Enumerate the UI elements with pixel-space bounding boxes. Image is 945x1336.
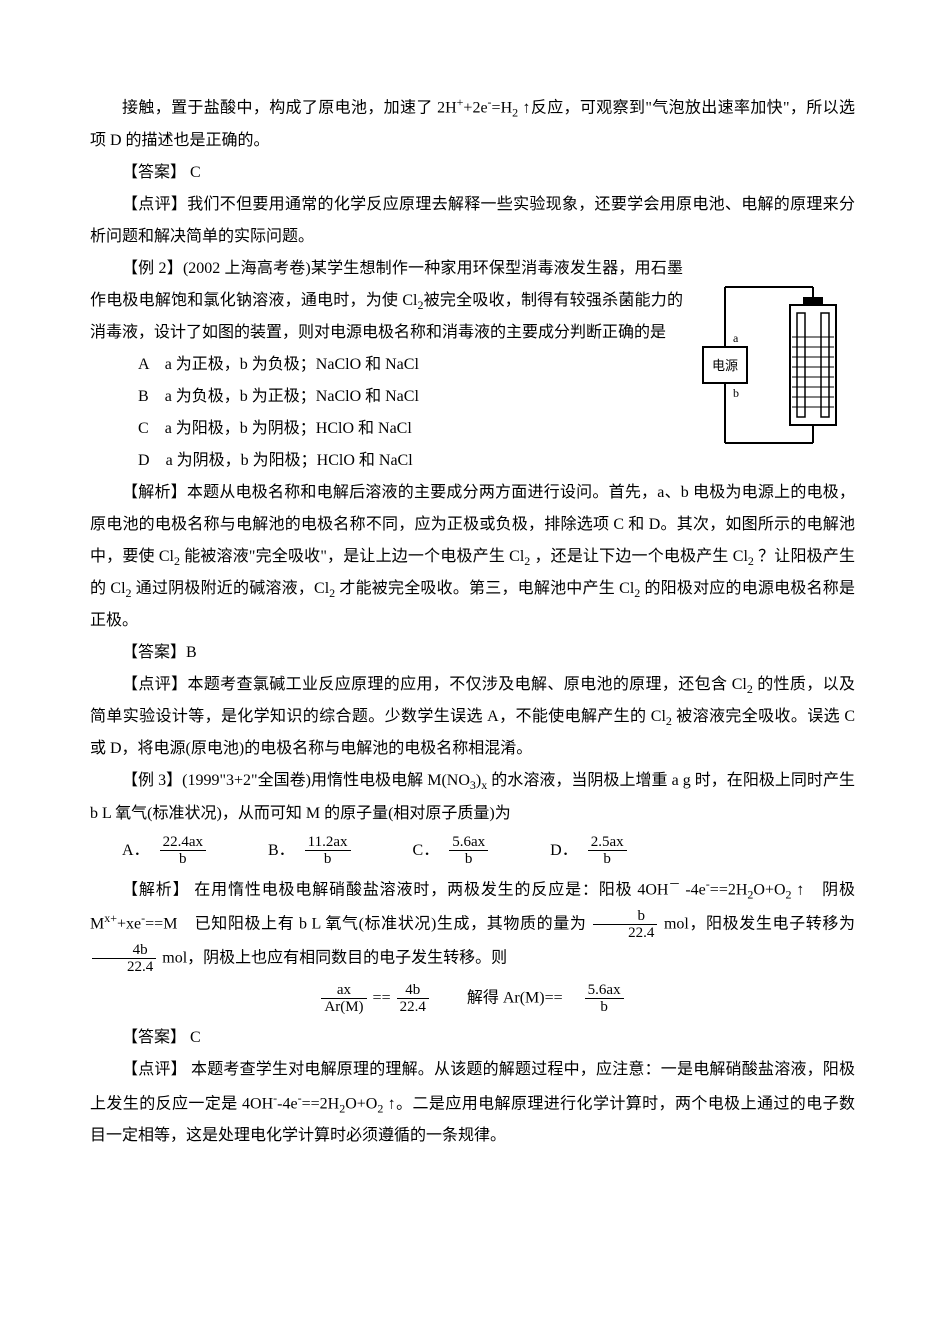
answer-2: 【答案】B [90, 637, 855, 669]
example-2-analysis: 【解析】本题从电极名称和电解后溶液的主要成分两方面进行设问。首先，a、b 电极为… [90, 477, 855, 637]
option-text: a 为负极，b 为正极；NaClO 和 NaCl [165, 388, 419, 405]
option-d: D． 2.5axb [550, 834, 628, 868]
answer-3: 【答案】 C [90, 1022, 855, 1054]
numerator: 11.2ax [305, 834, 351, 852]
comment-2: 【点评】本题考查氯碱工业反应原理的应用，不仅涉及电解、原电池的原理，还包含 Cl… [90, 669, 855, 765]
denominator: b [449, 851, 488, 868]
text: +2e [463, 99, 487, 116]
text: =H [492, 99, 513, 116]
option-a: A． 22.4axb [122, 834, 208, 868]
comment-1: 【点评】我们不但要用通常的化学反应原理去解释一些实验现象，还要学会用原电池、电解… [90, 189, 855, 253]
label: 【点评】 [122, 676, 187, 693]
fraction: 5.6axb [449, 834, 488, 868]
example-3-formula: axAr(M) == 4b22.4 解得 Ar(M)== 5.6axb [90, 982, 855, 1016]
fraction: b22.4 [593, 908, 657, 942]
text: 本题考查氯碱工业反应原理的应用，不仅涉及电解、原电池的原理，还包含 Cl [187, 676, 746, 693]
text: 能被溶液"完全吸收"，是让上边一个电极产生 Cl [180, 548, 524, 565]
fraction: 4b22.4 [92, 942, 156, 976]
text: ，还是让下边一个电极产生 Cl [530, 548, 748, 565]
numerator: ax [321, 982, 366, 1000]
numerator: b [593, 908, 657, 926]
text: mol，阳极发生电子转移为 [659, 915, 855, 932]
label: 【解析】 [122, 484, 187, 501]
denominator: b [585, 999, 624, 1016]
fraction: 5.6axb [585, 982, 624, 1016]
para-continuation: 接触，置于盐酸中，构成了原电池，加速了 2H++2e-=H2 ↑反应，可观察到"… [90, 90, 855, 157]
fraction: 4b22.4 [397, 982, 429, 1016]
denominator: 22.4 [92, 959, 156, 976]
fraction: 2.5axb [588, 834, 627, 868]
text: -4e [681, 881, 706, 898]
option-text: a 为阳极，b 为阴极；HClO 和 NaCl [165, 420, 412, 437]
option-label: C． [413, 835, 440, 867]
denominator: b [305, 851, 351, 868]
numerator: 5.6ax [585, 982, 624, 1000]
terminal-b-label: b [733, 386, 739, 400]
option-label: B． [268, 835, 295, 867]
option-label: D． [550, 835, 578, 867]
text: +xe [117, 915, 141, 932]
fraction: 22.4axb [160, 834, 206, 868]
fraction: axAr(M) [321, 982, 366, 1016]
text: 通过阴极附近的碱溶液，Cl [132, 580, 330, 597]
denominator: 22.4 [593, 925, 657, 942]
option-b: B． 11.2axb [268, 834, 353, 868]
power-label: 电源 [712, 358, 738, 373]
text: (1999"3+2"全国卷)用惰性电极电解 M(NO [182, 772, 470, 789]
numerator: 22.4ax [160, 834, 206, 852]
comment-3: 【点评】 本题考查学生对电解原理的理解。从该题的解题过程中，应注意：一是电解硝酸… [90, 1054, 855, 1153]
text: ==M 已知阳极上有 b L 氧气(标准状况)生成，其物质的量为 [145, 915, 591, 932]
text: ==2H [302, 1095, 340, 1112]
text: ==2H [710, 881, 748, 898]
fraction: 11.2axb [305, 834, 351, 868]
label: 【点评】 [122, 196, 187, 213]
equals: == [373, 989, 395, 1006]
numerator: 4b [92, 942, 156, 960]
text: 在用惰性电极电解硝酸盐溶液时，两极发生的反应是：阳极 4OH [189, 881, 668, 898]
denominator: Ar(M) [321, 999, 366, 1016]
option-c: C． 5.6axb [413, 834, 491, 868]
text: O+O [753, 881, 785, 898]
circuit-diagram: 电源 a b [695, 257, 855, 457]
example-3-analysis: 【解析】 在用惰性电极电解硝酸盐溶液时，两极发生的反应是：阳极 4OH－ -4e… [90, 872, 855, 976]
text: O+O [345, 1095, 377, 1112]
denominator: b [160, 851, 206, 868]
example-3-stem: 【例 3】(1999"3+2"全国卷)用惰性电极电解 M(NO3)x 的水溶液，… [90, 765, 855, 829]
denominator: 22.4 [397, 999, 429, 1016]
text: 我们不但要用通常的化学反应原理去解释一些实验现象，还要学会用原电池、电解的原理来… [90, 196, 855, 245]
label: 【解析】 [122, 881, 189, 898]
numerator: 5.6ax [449, 834, 488, 852]
option-label: A． [122, 835, 150, 867]
option-text: a 为正极，b 为负极；NaClO 和 NaCl [165, 356, 419, 373]
example-3-options: A． 22.4axb B． 11.2axb C． 5.6axb D． 2.5ax… [122, 834, 855, 868]
denominator: b [588, 851, 627, 868]
terminal-a-label: a [733, 331, 739, 345]
label: 【点评】 [122, 1061, 187, 1078]
text: 才能被完全吸收。第三，电解池中产生 Cl [335, 580, 634, 597]
numerator: 4b [397, 982, 429, 1000]
numerator: 2.5ax [588, 834, 627, 852]
answer-1: 【答案】 C [90, 157, 855, 189]
label: 【例 2】 [122, 260, 183, 277]
text: mol，阴极上也应有相同数目的电子发生转移。则 [158, 949, 507, 966]
label: 【例 3】 [122, 772, 182, 789]
text: -4e [277, 1095, 297, 1112]
option-text: a 为阴极，b 为阳极；HClO 和 NaCl [166, 452, 413, 469]
text: 接触，置于盐酸中，构成了原电池，加速了 2H [122, 99, 457, 116]
text: 解得 Ar(M)== [435, 989, 579, 1006]
